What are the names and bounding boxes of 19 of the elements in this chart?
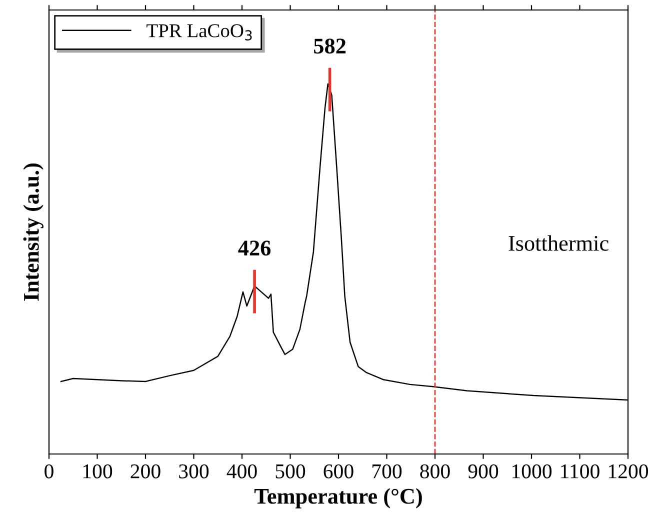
x-tick-label: 300 <box>179 464 209 478</box>
x-tick-label: 800 <box>420 464 450 478</box>
legend-label: TPR LaCoO$_{3}$ <box>146 24 252 40</box>
x-tick-label: 400 <box>226 464 257 478</box>
annotation: 426 <box>238 240 271 256</box>
x-axis-title: Temperature (°C) <box>254 488 422 508</box>
x-tick-label: 100 <box>83 464 112 478</box>
x-tick-label: 600 <box>324 464 354 478</box>
annotation: Isotthermic <box>508 235 608 251</box>
x-tick-label: 200 <box>130 464 160 478</box>
x-tick-label: 1100 <box>561 464 600 478</box>
x-tick-label: 500 <box>276 464 306 478</box>
x-tick-label: 0 <box>44 464 54 478</box>
x-tick-label: 700 <box>372 464 402 478</box>
x-tick-label: 1000 <box>512 464 552 478</box>
x-tick-label: 1200 <box>609 464 648 478</box>
annotation: 582 <box>314 38 346 54</box>
y-axis-title: Intensity (a.u.) <box>23 164 44 301</box>
x-tick-label: 900 <box>468 464 498 478</box>
